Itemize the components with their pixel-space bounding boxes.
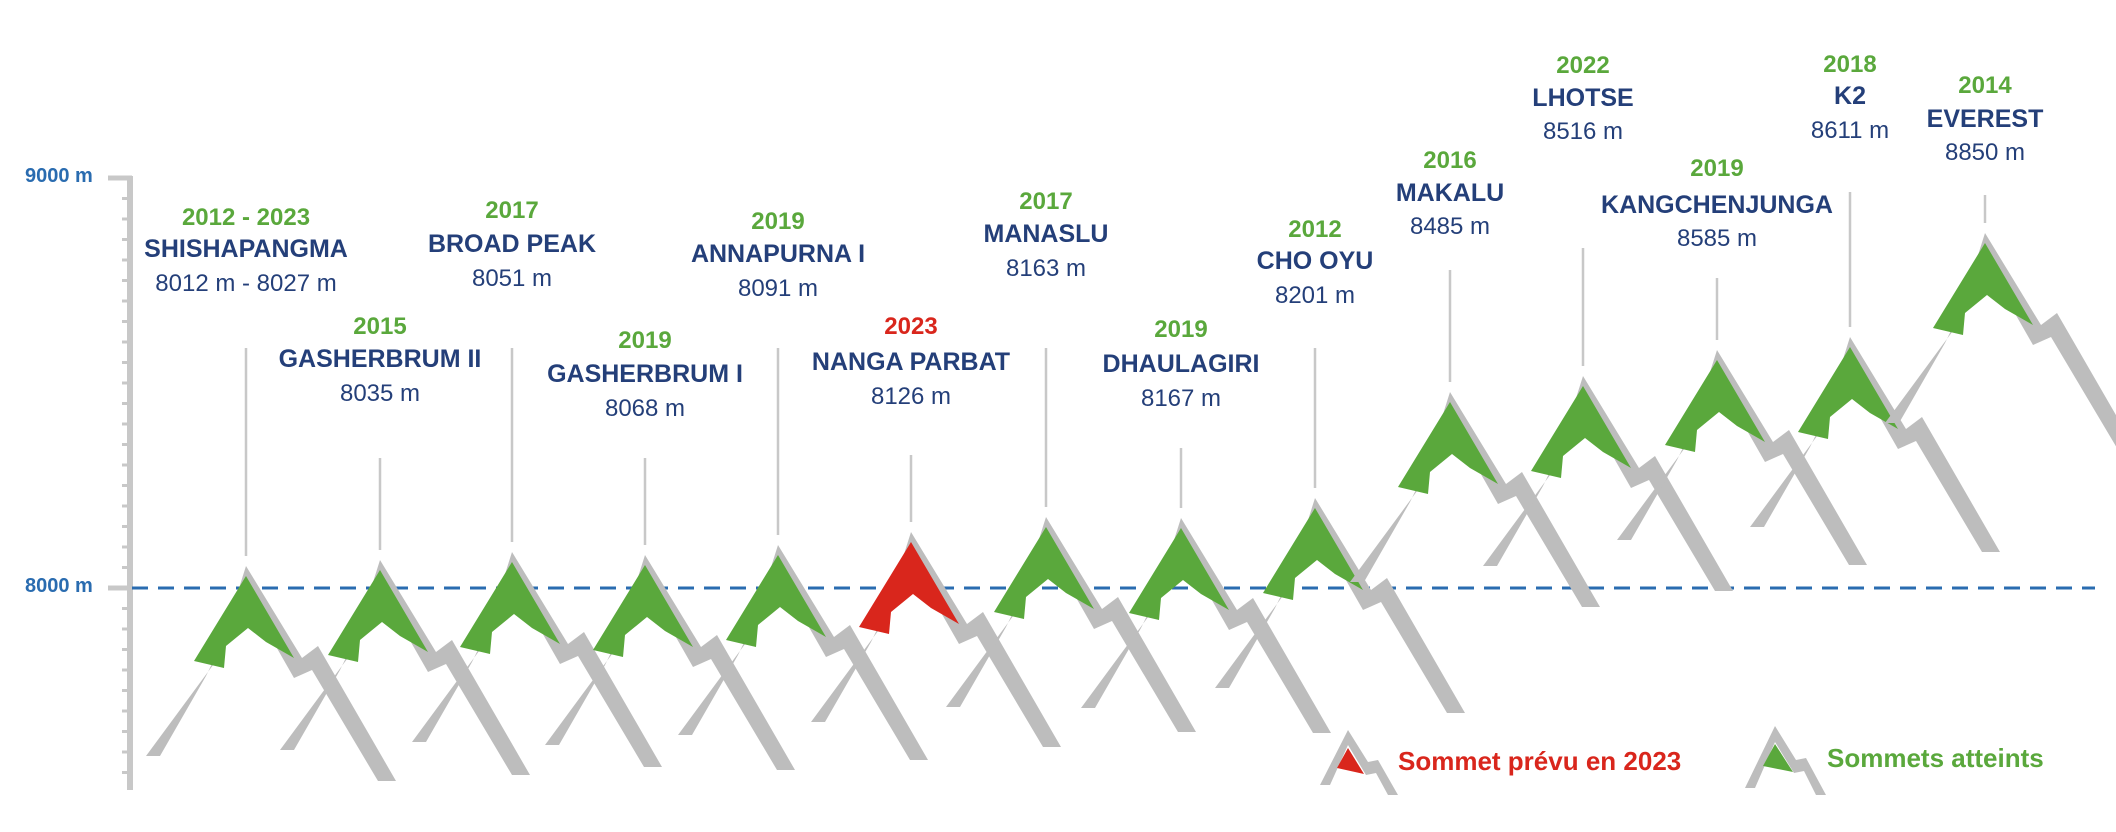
ridge-silhouette bbox=[545, 555, 795, 770]
peak-elevation: 8163 m bbox=[1006, 255, 1086, 282]
peak-year: 2017 bbox=[485, 197, 538, 224]
peak-gasherbrum-ii bbox=[280, 560, 530, 775]
ridge-silhouette bbox=[1750, 337, 2000, 552]
peak-year: 2014 bbox=[1958, 72, 2012, 99]
peak-year: 2019 bbox=[1154, 316, 1207, 343]
peak-elevation: 8850 m bbox=[1945, 139, 2025, 166]
peak-name: MANASLU bbox=[984, 220, 1109, 248]
attained-summit-fill bbox=[1531, 386, 1631, 478]
peak-elevation: 8516 m bbox=[1543, 118, 1623, 145]
peak-year: 2012 - 2023 bbox=[182, 204, 310, 231]
peak-shishapangma bbox=[146, 566, 396, 781]
ridge-silhouette bbox=[1483, 376, 1733, 591]
axis-minor-ticks bbox=[122, 197, 132, 774]
legend-attained-label: Sommets atteints bbox=[1827, 743, 2044, 773]
peak-broad-peak bbox=[412, 552, 662, 767]
axis-label-9000: 9000 m bbox=[25, 165, 93, 187]
peak-year: 2022 bbox=[1556, 52, 1609, 79]
ridge-silhouette bbox=[280, 560, 530, 775]
peak-name: NANGA PARBAT bbox=[812, 348, 1010, 376]
peak-name: LHOTSE bbox=[1532, 84, 1633, 112]
peak-elevation: 8091 m bbox=[738, 275, 818, 302]
peak-annapurna-i bbox=[678, 545, 928, 760]
peak-gasherbrum-i bbox=[545, 555, 795, 770]
attained-summit-fill bbox=[194, 576, 294, 668]
peak-kangchenjunga bbox=[1617, 350, 1867, 565]
peak-year: 2015 bbox=[353, 313, 406, 340]
peak-name: CHO OYU bbox=[1257, 247, 1374, 275]
attained-summit-fill bbox=[1798, 347, 1898, 439]
peak-elevation: 8035 m bbox=[340, 380, 420, 407]
peak-year: 2012 bbox=[1288, 216, 1341, 243]
peak-elevation: 8585 m bbox=[1677, 225, 1757, 252]
peak-year: 2019 bbox=[1690, 155, 1743, 182]
peak-name: KANGCHENJUNGA bbox=[1601, 191, 1833, 219]
peak-elevation: 8126 m bbox=[871, 383, 951, 410]
peak-elevation: 8051 m bbox=[472, 265, 552, 292]
legend-planned-label: Sommet prévu en 2023 bbox=[1398, 746, 1681, 776]
attained-summit-fill bbox=[726, 555, 826, 647]
legend: Sommet prévu en 2023 Sommets atteints bbox=[1320, 726, 2044, 795]
peak-manaslu bbox=[946, 517, 1196, 732]
peak-name: DHAULAGIRI bbox=[1103, 350, 1260, 378]
ridge-silhouette bbox=[146, 566, 396, 781]
peak-name: MAKALU bbox=[1396, 179, 1504, 207]
peak-year: 2019 bbox=[618, 327, 671, 354]
attained-summit-fill bbox=[328, 570, 428, 662]
peak-elevation: 8485 m bbox=[1410, 213, 1490, 240]
peak-elevation: 8012 m - 8027 m bbox=[155, 270, 336, 297]
peak-name: GASHERBRUM II bbox=[279, 345, 482, 373]
legend-planned-icon bbox=[1320, 730, 1398, 795]
peak-elevation: 8167 m bbox=[1141, 385, 1221, 412]
ridge-silhouette bbox=[1081, 518, 1331, 733]
peak-cho-oyu bbox=[1215, 498, 1465, 713]
planned-summit-fill bbox=[859, 542, 959, 634]
peak-year: 2016 bbox=[1423, 147, 1476, 174]
ridge-silhouette bbox=[1350, 392, 1600, 607]
ridge-silhouette bbox=[946, 517, 1196, 732]
peak-k2 bbox=[1750, 337, 2000, 552]
ridge-silhouette bbox=[1215, 498, 1465, 713]
peak-nanga-parbat bbox=[811, 532, 1061, 747]
peak-name: BROAD PEAK bbox=[428, 230, 596, 258]
peak-name: GASHERBRUM I bbox=[547, 360, 743, 388]
peak-makalu bbox=[1350, 392, 1600, 607]
altitude-axis: 9000 m 8000 m bbox=[25, 165, 133, 790]
ridge-silhouette bbox=[1617, 350, 1867, 565]
ridge-silhouette bbox=[1885, 233, 2116, 447]
ridge-silhouette bbox=[412, 552, 662, 767]
ridge-silhouette bbox=[811, 532, 1061, 747]
peak-year: 2018 bbox=[1823, 51, 1876, 78]
peak-lhotse bbox=[1483, 376, 1733, 591]
attained-summit-fill bbox=[1129, 528, 1229, 620]
legend-planned: Sommet prévu en 2023 bbox=[1320, 730, 1681, 795]
peak-dhaulagiri bbox=[1081, 518, 1331, 733]
peak-name: EVEREST bbox=[1927, 105, 2044, 133]
peak-everest bbox=[1885, 233, 2116, 447]
attained-summit-fill bbox=[1933, 243, 2033, 335]
peak-elevation: 8201 m bbox=[1275, 282, 1355, 309]
peak-name: K2 bbox=[1834, 82, 1866, 110]
attained-summit-fill bbox=[593, 565, 693, 657]
axis-label-8000: 8000 m bbox=[25, 575, 93, 597]
peak-name: SHISHAPANGMA bbox=[144, 235, 348, 263]
legend-attained-icon bbox=[1745, 726, 1826, 795]
peak-name: ANNAPURNA I bbox=[691, 240, 865, 268]
legend-attained: Sommets atteints bbox=[1745, 726, 2044, 795]
peak-elevation: 8068 m bbox=[605, 395, 685, 422]
attained-summit-fill bbox=[1398, 402, 1498, 494]
peak-year: 2019 bbox=[751, 208, 804, 235]
attained-summit-fill bbox=[994, 527, 1094, 619]
ridge-silhouette bbox=[678, 545, 928, 760]
peak-year: 2023 bbox=[884, 313, 937, 340]
peak-year: 2017 bbox=[1019, 188, 1072, 215]
attained-summit-fill bbox=[460, 562, 560, 654]
attained-summit-fill bbox=[1263, 508, 1363, 600]
attained-summit-fill bbox=[1665, 360, 1765, 452]
mountain-range bbox=[146, 233, 2116, 781]
peak-elevation: 8611 m bbox=[1811, 117, 1889, 144]
peak-labels: 2012 - 2023 SHISHAPANGMA 8012 m - 8027 m 20… bbox=[144, 51, 2043, 556]
